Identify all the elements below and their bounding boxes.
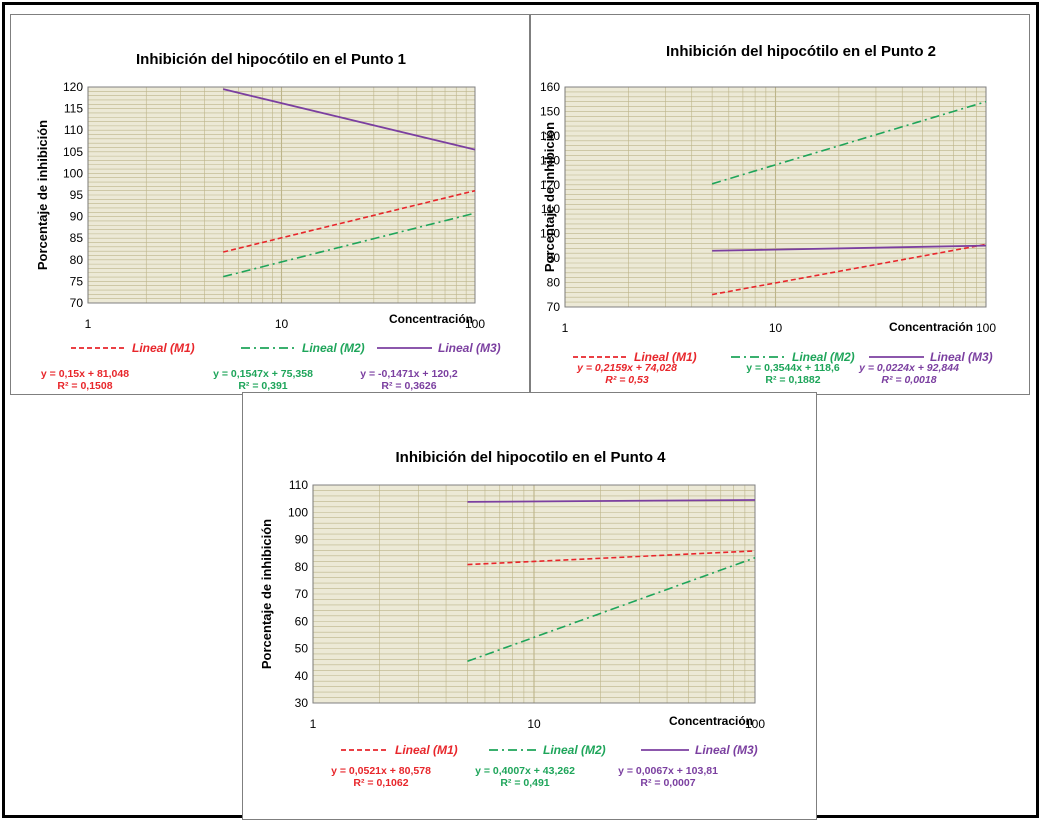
x-tick-label: 10	[527, 717, 541, 731]
y-tick-label: 80	[547, 276, 561, 290]
series-line-m1	[223, 189, 476, 253]
y-tick-label: 70	[70, 296, 84, 310]
y-tick-label: 90	[547, 251, 561, 265]
y-tick-label: 40	[295, 669, 309, 683]
y-tick-label: 110	[64, 123, 83, 137]
r-squared-text-m1: R² = 0,1062	[353, 777, 408, 789]
r-squared-text-m3: R² = 0,3626	[381, 380, 436, 392]
legend-label-m2: Lineal (M2)	[543, 743, 606, 757]
legend-label-m1: Lineal (M1)	[132, 341, 195, 355]
y-tick-label: 80	[295, 560, 309, 574]
chart-panel-punto-2: Inhibición del hipocótilo en el Punto 2 7…	[530, 14, 1030, 395]
legend-label-m3: Lineal (M3)	[695, 743, 758, 757]
equation-text-m3: y = 0,0067x + 103,81	[618, 765, 718, 777]
legend-label-m2: Lineal (M2)	[792, 350, 855, 364]
r-squared-text-m2: R² = 0,1882	[765, 374, 820, 386]
x-tick-label: 1	[85, 317, 92, 331]
x-tick-label: 10	[275, 317, 289, 331]
r-squared-text-m3: R² = 0,0007	[640, 777, 695, 789]
equation-text-m1: y = 0,15x + 81,048	[41, 368, 129, 380]
y-tick-label: 95	[70, 188, 84, 202]
y-tick-label: 100	[63, 166, 83, 180]
chart-svg: Inhibición del hipocótilo en el Punto 2 7…	[540, 43, 996, 386]
y-tick-label: 110	[289, 478, 308, 492]
chart-svg: Inhibición del hipocotilo en el Punto 4 3…	[259, 449, 765, 789]
x-axis-label: Concentración	[669, 714, 753, 728]
y-tick-label: 120	[63, 80, 83, 94]
r-squared-text-m2: R² = 0,391	[238, 380, 287, 392]
x-axis-label: Concentración	[389, 312, 473, 326]
plot-border	[87, 86, 476, 304]
y-tick-label: 160	[540, 80, 560, 94]
legend-label-m3: Lineal (M3)	[438, 341, 501, 355]
equation-text-m1: y = 0,0521x + 80,578	[331, 765, 431, 777]
y-tick-label: 70	[547, 300, 561, 314]
chart-title: Inhibición del hipocótilo en el Punto 2	[666, 43, 936, 60]
chart-title: Inhibición del hipocotilo en el Punto 4	[396, 449, 667, 466]
equation-text-m2: y = 0,4007x + 43,262	[475, 765, 575, 777]
x-tick-label: 100	[976, 321, 996, 335]
series-line-m2	[467, 557, 756, 663]
y-tick-label: 105	[63, 145, 83, 159]
legend-label-m3: Lineal (M3)	[930, 350, 993, 364]
x-tick-label: 10	[769, 321, 783, 335]
equation-text-m3: y = -0,1471x + 120,2	[360, 368, 458, 380]
y-tick-label: 130	[540, 153, 560, 167]
equation-text-m2: y = 0,1547x + 75,358	[213, 368, 313, 380]
series-line-m3	[712, 244, 987, 252]
plot-border	[564, 86, 987, 308]
y-tick-label: 80	[70, 253, 84, 267]
y-tick-label: 150	[540, 104, 560, 118]
equation-text-m3: y = 0,0224x + 92,844	[858, 362, 959, 374]
y-axis-label: Porcentaje de inhibición	[35, 120, 50, 270]
series-line-m2	[223, 212, 476, 278]
series-line-m3	[467, 499, 756, 503]
y-tick-label: 115	[64, 102, 83, 116]
y-tick-label: 75	[70, 274, 84, 288]
y-tick-label: 60	[295, 614, 309, 628]
equation-text-m1: y = 0,2159x + 74,028	[576, 362, 677, 374]
series-line-m1	[711, 243, 987, 296]
x-tick-label: 1	[310, 717, 317, 731]
y-axis-label: Porcentaje de inhibición	[542, 122, 557, 272]
equation-text-m2: y = 0,3544x + 118,6	[746, 362, 840, 374]
chart-svg: Inhibición del hipocótilo en el Punto 1 7…	[35, 51, 501, 392]
plot-border	[312, 484, 756, 704]
y-tick-label: 50	[295, 642, 309, 656]
y-tick-label: 120	[540, 178, 560, 192]
y-tick-label: 90	[295, 533, 309, 547]
x-tick-label: 100	[745, 717, 765, 731]
legend-label-m2: Lineal (M2)	[302, 341, 365, 355]
x-tick-label: 1	[562, 321, 569, 335]
chart-title: Inhibición del hipocótilo en el Punto 1	[136, 51, 406, 68]
r-squared-text-m3: R² = 0,0018	[881, 374, 936, 386]
y-tick-label: 70	[295, 587, 309, 601]
x-tick-label: 100	[465, 317, 485, 331]
chart-panel-punto-1: Inhibición del hipocótilo en el Punto 1 7…	[10, 14, 530, 395]
y-tick-label: 30	[295, 696, 309, 710]
y-axis-label: Porcentaje de inhibición	[259, 519, 274, 669]
y-tick-label: 100	[288, 505, 308, 519]
y-tick-label: 100	[540, 227, 560, 241]
series-line-m3	[223, 88, 476, 151]
r-squared-text-m1: R² = 0,1508	[57, 380, 112, 392]
r-squared-text-m2: R² = 0,491	[500, 777, 549, 789]
y-tick-label: 140	[540, 129, 560, 143]
r-squared-text-m1: R² = 0,53	[605, 374, 649, 386]
chart-panel-punto-4: Inhibición del hipocotilo en el Punto 4 3…	[242, 392, 817, 820]
y-tick-label: 90	[70, 210, 84, 224]
y-tick-label: 110	[541, 202, 560, 216]
legend-label-m1: Lineal (M1)	[395, 743, 458, 757]
y-tick-label: 85	[70, 231, 84, 245]
x-axis-label: Concentración	[889, 320, 973, 334]
legend-label-m1: Lineal (M1)	[634, 350, 697, 364]
